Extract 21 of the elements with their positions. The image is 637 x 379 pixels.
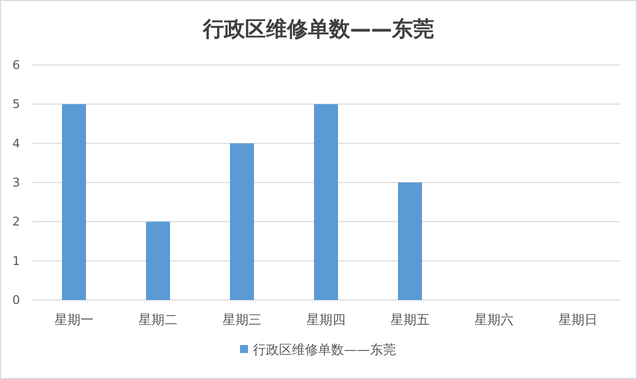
bar <box>62 104 86 300</box>
x-tick-label: 星期日 <box>558 313 598 328</box>
x-tick-label: 星期三 <box>222 313 262 328</box>
bar <box>230 143 254 300</box>
y-tick-label: 1 <box>12 254 20 268</box>
y-tick-label: 0 <box>12 293 20 307</box>
x-tick-label: 星期一 <box>54 313 94 328</box>
x-tick-label: 星期二 <box>138 313 178 328</box>
x-tick-label: 星期五 <box>390 313 430 328</box>
chart-title: 行政区维修单数——东莞 <box>202 17 434 41</box>
bar <box>314 104 338 300</box>
y-tick-label: 3 <box>12 176 20 190</box>
bar <box>146 222 170 300</box>
x-tick-label: 星期四 <box>306 313 346 328</box>
y-tick-label: 5 <box>12 97 20 112</box>
legend-label: 行政区维修单数——东莞 <box>253 343 396 358</box>
y-tick-label: 4 <box>12 136 20 150</box>
y-tick-label: 2 <box>12 214 20 229</box>
bar <box>398 182 422 300</box>
x-tick-label: 星期六 <box>474 313 514 328</box>
y-tick-label: 6 <box>12 58 20 72</box>
